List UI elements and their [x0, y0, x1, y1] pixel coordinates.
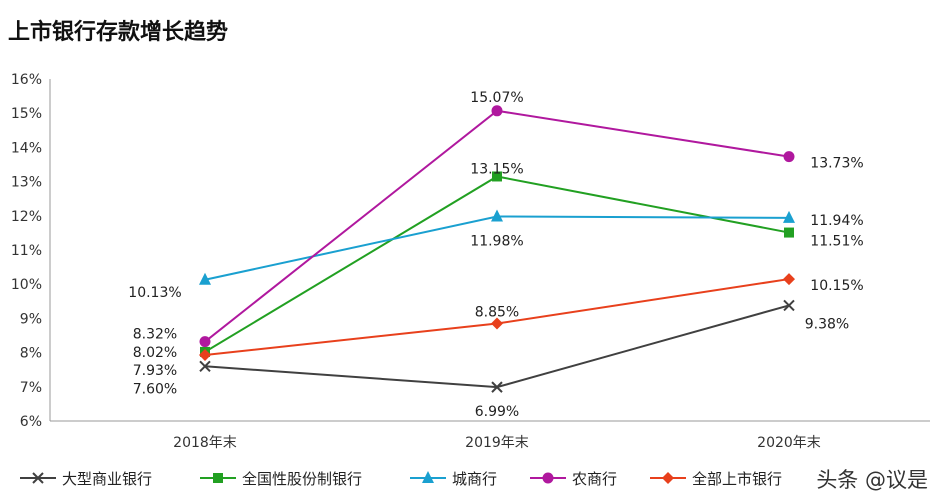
y-tick-label: 8% [20, 346, 42, 362]
data-label: 9.38% [805, 316, 849, 332]
data-label: 13.15% [470, 161, 523, 177]
marker-diamond [491, 317, 503, 330]
x-tick-label: 2018年末 [173, 435, 237, 451]
data-label: 8.02% [133, 345, 177, 361]
x-tick-label: 2020年末 [757, 435, 821, 451]
marker-triangle [491, 209, 503, 222]
data-label: 8.85% [475, 305, 519, 321]
data-label: 11.94% [810, 213, 863, 229]
marker-circle [199, 336, 211, 348]
marker-diamond [199, 348, 211, 361]
data-label: 13.73% [810, 156, 863, 172]
y-tick-label: 13% [11, 175, 42, 191]
data-label: 15.07% [470, 90, 523, 106]
watermark: 头条 @议是 [816, 468, 928, 492]
data-label: 11.98% [470, 233, 523, 249]
legend-label: 农商行 [572, 470, 617, 488]
legend-label: 城商行 [452, 470, 497, 488]
legend-label: 全国性股份制银行 [242, 470, 362, 488]
y-tick-label: 14% [11, 140, 42, 156]
marker-square [784, 227, 794, 238]
marker-circle [542, 472, 554, 484]
data-label: 7.60% [133, 381, 177, 397]
data-label: 10.13% [128, 285, 181, 301]
data-label: 6.99% [475, 404, 519, 420]
marker-triangle [783, 210, 795, 223]
data-label: 8.32% [133, 327, 177, 343]
chart-title: 上市银行存款增长趋势 [8, 20, 229, 45]
marker-circle [783, 151, 795, 163]
data-label: 7.93% [133, 363, 177, 379]
marker-square [492, 171, 502, 182]
legend-label: 大型商业银行 [62, 470, 152, 488]
y-tick-label: 11% [11, 243, 42, 259]
marker-x [199, 360, 211, 372]
marker-square [213, 473, 223, 483]
y-tick-label: 16% [11, 72, 42, 88]
y-tick-label: 7% [20, 380, 42, 396]
y-tick-label: 10% [11, 277, 42, 293]
x-tick-label: 2019年末 [465, 435, 529, 451]
data-label: 10.15% [810, 278, 863, 294]
marker-x [32, 472, 44, 484]
marker-x [783, 299, 795, 312]
marker-diamond [662, 472, 674, 484]
y-tick-label: 6% [20, 414, 42, 430]
marker-diamond [783, 273, 795, 286]
legend-label: 全部上市银行 [692, 470, 782, 488]
marker-triangle [422, 471, 434, 483]
marker-triangle [199, 272, 211, 285]
marker-x [491, 381, 503, 393]
y-tick-label: 12% [11, 209, 42, 225]
y-tick-label: 15% [11, 106, 42, 122]
marker-circle [491, 105, 503, 117]
y-tick-label: 9% [20, 311, 42, 327]
data-label: 11.51% [810, 234, 863, 250]
